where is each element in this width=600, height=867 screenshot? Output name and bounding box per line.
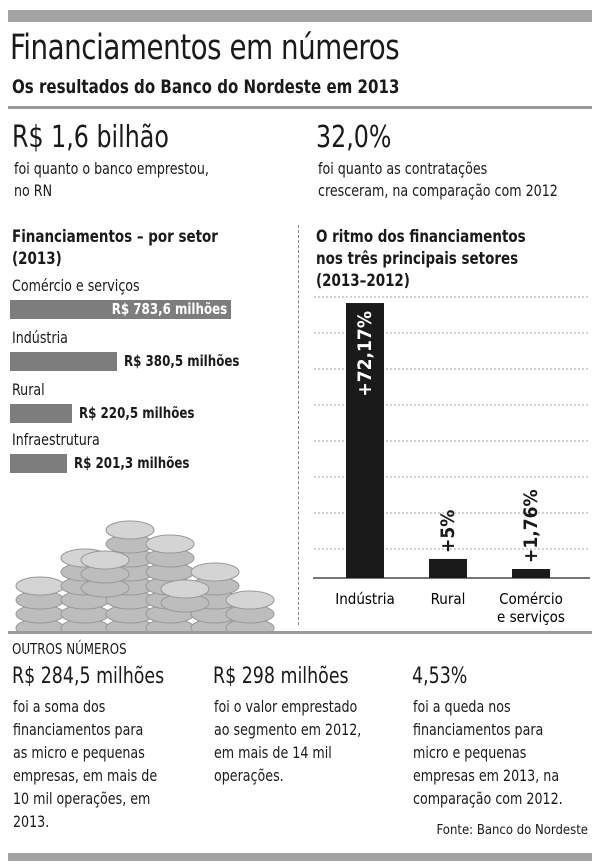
text-line: cresceram, na comparação com 2012	[318, 181, 558, 200]
coin	[225, 590, 275, 610]
text-line: foi o valor emprestado	[214, 697, 358, 716]
bar	[10, 454, 67, 473]
coin	[80, 550, 130, 570]
page-title: Financiamentos em números	[10, 28, 400, 68]
stat-value: 4,53%	[412, 664, 468, 689]
category-label: e serviços	[497, 608, 565, 626]
text-line: ao segmento em 2012,	[214, 720, 362, 739]
highlight-value: R$ 1,6 bilhão	[12, 120, 169, 155]
bar	[512, 569, 550, 578]
text-line: comparação com 2012.	[413, 789, 563, 808]
text-line: foi a queda nos	[413, 697, 511, 716]
highlight-value: 32,0%	[316, 120, 392, 155]
text-line: foi quanto o banco emprestou,	[14, 159, 209, 178]
coin	[105, 520, 155, 540]
stat-value: R$ 284,5 milhões	[12, 664, 165, 689]
text-line: foi quanto as contratações	[318, 159, 488, 178]
chart-subtitle: (2013)	[12, 249, 62, 269]
divider-rule	[8, 106, 592, 109]
value-label: R$ 380,5 milhões	[124, 352, 240, 370]
chart-title-line: nos três principais setores	[316, 249, 519, 269]
text-line: foi a soma dos	[13, 697, 106, 716]
value-label: +72,17%	[354, 311, 376, 397]
bar	[346, 303, 384, 578]
bar	[429, 558, 467, 578]
coins-illustration	[15, 520, 275, 633]
stat-value: R$ 298 milhões	[213, 664, 349, 689]
category-label: Indústria	[335, 590, 395, 608]
category-label: Comércio	[499, 590, 563, 608]
chart-title-line: (2013–2012)	[316, 271, 410, 291]
value-label: R$ 783,6 milhões	[111, 300, 228, 318]
text-line: financiamentos para	[13, 720, 144, 739]
growth-bar-chart: +72,17% Indústria +5% Rural +1,76% Comércioe …	[313, 296, 590, 626]
column-divider	[298, 225, 299, 625]
text-line: operações.	[214, 766, 284, 785]
coin	[145, 534, 195, 554]
text-line: financiamentos para	[413, 720, 544, 739]
text-line: empresas, em mais de	[13, 766, 158, 785]
category-label: Rural	[431, 590, 466, 608]
stat-description: foi o valor emprestado ao segmento em 201…	[214, 695, 361, 787]
chart-title: O ritmo dos financiamentos nos três prin…	[316, 226, 526, 292]
section-heading: OUTROS NÚMEROS	[12, 640, 127, 658]
category-label: Rural	[12, 380, 45, 399]
bar	[10, 404, 72, 423]
category-label: Indústria	[12, 328, 68, 347]
source-note: Fonte: Banco do Nordeste	[436, 823, 588, 838]
bar	[10, 300, 231, 319]
text-line: as micro e pequenas	[13, 743, 145, 762]
highlight-text: foi quanto o banco emprestou, no RN	[14, 158, 209, 202]
value-label: +5%	[437, 510, 459, 553]
bottom-band	[8, 853, 592, 861]
top-band	[8, 10, 592, 22]
highlight-text: foi quanto as contratações cresceram, na…	[318, 158, 558, 202]
bar	[10, 352, 117, 371]
chart-title: Financiamentos – por setor (2013)	[12, 226, 218, 270]
text-line: 2013.	[13, 812, 50, 831]
stat-description: foi a soma dos financiamentos para as micr…	[13, 695, 157, 833]
divider-rule	[8, 631, 592, 634]
category-label: Infraestrutura	[12, 430, 100, 449]
text-line: empresas em 2013, na	[413, 766, 560, 785]
value-label: R$ 201,3 milhões	[74, 454, 190, 472]
chart-title-line: Financiamentos – por setor	[12, 227, 218, 247]
value-label: +1,76%	[520, 489, 542, 563]
text-line: 10 mil operações, em	[13, 789, 151, 808]
chart-title-line: O ritmo dos financiamentos	[316, 227, 526, 247]
category-label: Comércio e serviços	[12, 276, 140, 295]
stat-description: foi a queda nos financiamentos para micro …	[413, 695, 563, 810]
coin	[190, 562, 240, 582]
text-line: no RN	[14, 181, 53, 200]
page-subtitle: Os resultados do Banco do Nordeste em 20…	[12, 76, 400, 98]
coin	[15, 576, 65, 596]
coin	[160, 579, 210, 599]
text-line: em mais de 14 mil	[214, 743, 332, 762]
text-line: micro e pequenas	[413, 743, 527, 762]
value-label: R$ 220,5 milhões	[79, 404, 195, 422]
